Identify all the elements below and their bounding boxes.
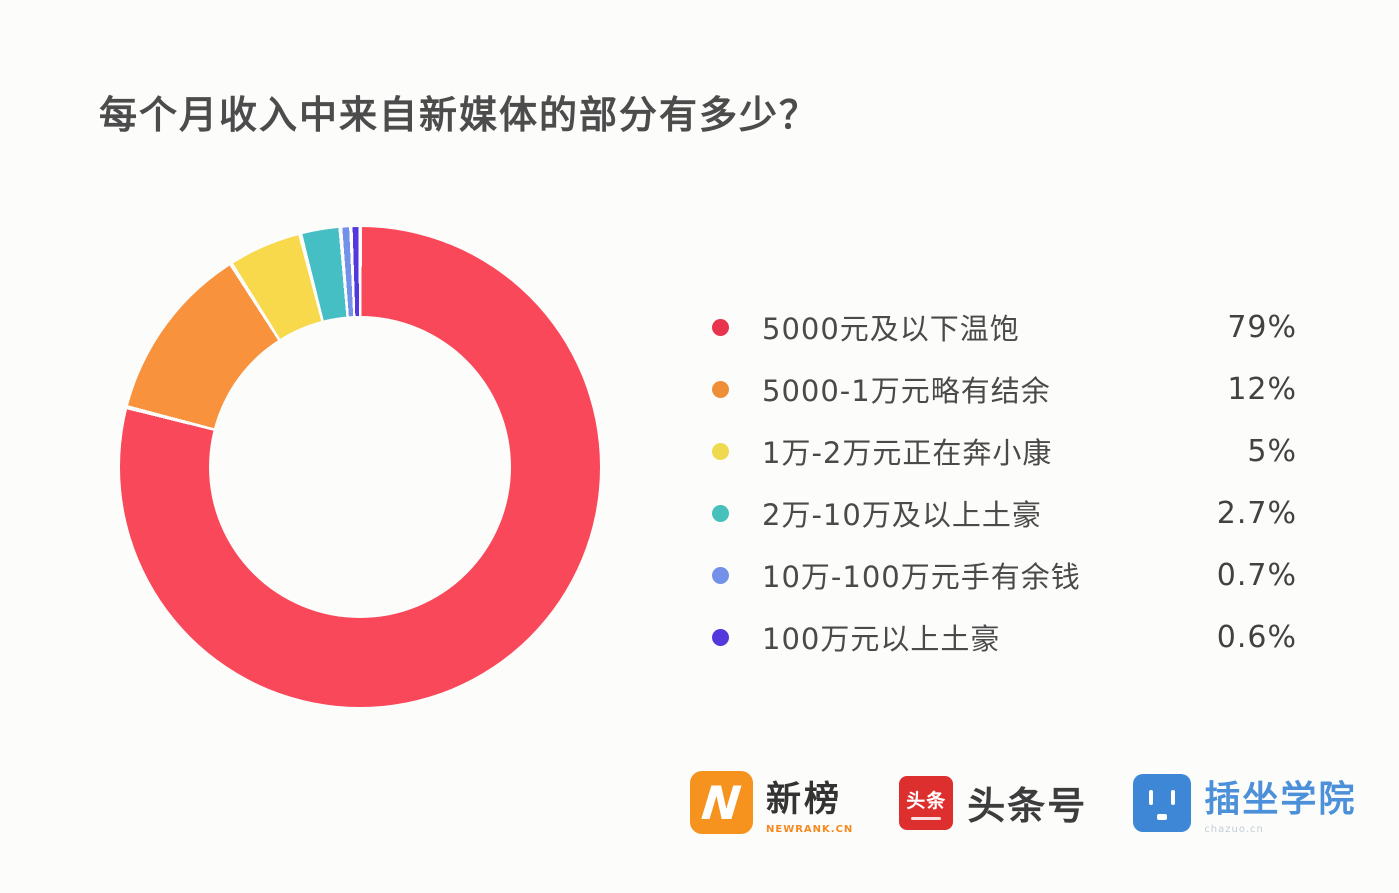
legend-label: 100万元以上土豪: [762, 622, 1001, 656]
legend-label: 5000-1万元略有结余: [762, 374, 1051, 408]
legend-row: 10万-100万元手有余钱 0.7%: [712, 544, 1297, 606]
page-title: 每个月收入中来自新媒体的部分有多少？: [99, 93, 820, 137]
newrank-logo: N 新榜 NEWRANK.CN: [690, 771, 853, 835]
robot-eye-icon: [1171, 789, 1176, 805]
legend-dot-icon: [712, 566, 729, 584]
robot-mouth-icon: [1157, 813, 1168, 820]
legend-row: 2万-10万及以上土豪 2.7%: [712, 482, 1297, 544]
toutiao-badge-bar: [911, 816, 942, 820]
legend-dot-icon: [712, 442, 729, 460]
legend-value: 2.7%: [1216, 495, 1297, 531]
robot-eye-icon: [1149, 789, 1154, 805]
toutiao-badge-text: 头条: [906, 789, 947, 812]
legend-value: 0.7%: [1216, 557, 1297, 593]
chart-legend: 5000元及以下温饱 79% 5000-1万元略有结余 12% 1万-2万元正在…: [712, 296, 1297, 668]
legend-label: 5000元及以下温饱: [762, 312, 1020, 346]
legend-row: 1万-2万元正在奔小康 5%: [712, 420, 1297, 482]
legend-dot-icon: [712, 504, 729, 522]
legend-value: 79%: [1227, 309, 1297, 345]
newrank-icon: N: [690, 771, 753, 834]
legend-label: 1万-2万元正在奔小康: [762, 436, 1053, 470]
legend-row: 100万元以上土豪 0.6%: [712, 606, 1297, 668]
chazuo-robot-icon: [1133, 773, 1192, 832]
legend-dot-icon: [712, 628, 729, 646]
toutiao-icon: 头条: [899, 775, 954, 830]
legend-value: 0.6%: [1216, 619, 1297, 655]
chazuo-name: 插坐学院: [1204, 779, 1357, 820]
toutiao-logo: 头条 头条号: [899, 775, 1087, 830]
legend-dot-icon: [712, 318, 729, 336]
toutiao-name: 头条号: [967, 784, 1088, 828]
legend-row: 5000元及以下温饱 79%: [712, 296, 1297, 358]
legend-row: 5000-1万元略有结余 12%: [712, 358, 1297, 420]
legend-label: 10万-100万元手有余钱: [762, 560, 1081, 594]
newrank-n-glyph: N: [699, 775, 744, 830]
legend-label: 2万-10万及以上土豪: [762, 498, 1042, 532]
legend-value: 12%: [1227, 371, 1297, 407]
newrank-name: 新榜: [766, 779, 843, 820]
chazuo-subtext: chazuo.cn: [1204, 824, 1264, 835]
legend-value: 5%: [1247, 433, 1297, 469]
chazuo-logo: 插坐学院 chazuo.cn: [1133, 770, 1356, 835]
footer-logos: N 新榜 NEWRANK.CN 头条 头条号 插坐学院 chazuo.cn: [690, 770, 1356, 835]
donut-hole: [209, 316, 511, 618]
donut-chart: [120, 227, 600, 707]
legend-dot-icon: [712, 380, 729, 398]
newrank-subtext: NEWRANK.CN: [766, 823, 854, 835]
